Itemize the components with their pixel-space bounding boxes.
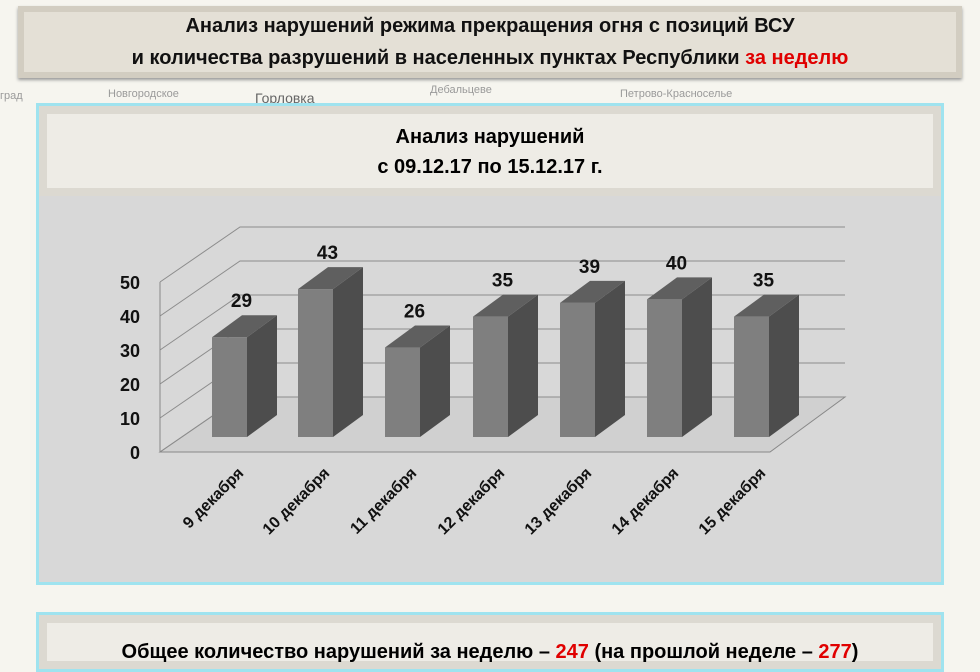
summary-prev: 277 (818, 641, 852, 663)
bar-side (682, 277, 712, 437)
data-label: 29 (231, 291, 252, 312)
data-label: 39 (579, 257, 600, 278)
bar (647, 299, 682, 437)
x-tick-label: 10 декабря (260, 465, 334, 539)
summary-box: Общее количество нарушений за неделю – 2… (36, 612, 944, 672)
chart-panel: Анализ нарушений с 09.12.17 по 15.12.17 … (36, 103, 944, 585)
bar-side (420, 325, 450, 437)
y-tick-label: 10 (120, 409, 140, 429)
summary-suffix: ) (851, 641, 859, 663)
data-label: 40 (666, 253, 687, 274)
x-tick-label: 11 декабря (347, 465, 420, 538)
map-label: Новгородское (108, 88, 179, 100)
gridline (159, 260, 845, 317)
x-tick-label: 12 декабря (435, 465, 509, 539)
bar (560, 302, 595, 437)
bar-top (385, 325, 450, 348)
bar-top (560, 280, 625, 303)
bar-top (647, 277, 712, 300)
x-tick-label: 13 декабря (522, 465, 596, 539)
bar-side (769, 294, 799, 437)
y-tick-label: 30 (120, 341, 140, 361)
data-label: 35 (753, 271, 775, 292)
data-label: 26 (404, 302, 425, 323)
bar (298, 289, 333, 437)
map-label: град (0, 90, 23, 102)
bar (734, 316, 769, 437)
summary-total: 247 (555, 641, 589, 663)
bar-side (333, 267, 363, 437)
y-tick-label: 20 (120, 375, 140, 395)
map-label: Петрово-Красноселье (620, 88, 733, 100)
bar-top (473, 294, 538, 317)
x-tick-label: 9 декабря (180, 465, 247, 532)
y-tick-label: 0 (130, 443, 140, 463)
bar-side (508, 294, 538, 437)
gridline (159, 226, 845, 283)
data-label: 43 (317, 243, 338, 264)
bar-side (595, 280, 625, 437)
gridline (159, 294, 845, 351)
map-label: Дебальцеве (430, 84, 492, 96)
summary-prev-label: (на прошлой неделе – (594, 641, 813, 663)
map-label: Горловка (255, 90, 315, 106)
x-tick-label: 15 декабря (696, 465, 770, 539)
bar (473, 316, 508, 437)
y-tick-label: 50 (120, 273, 140, 293)
bar-top (212, 315, 277, 338)
x-tick-label: 14 декабря (609, 465, 683, 539)
title-line-1: Анализ нарушений режима прекращения огня… (185, 15, 795, 37)
chart-title: Анализ нарушений (395, 126, 585, 148)
y-tick-label: 40 (120, 307, 140, 327)
title-line-2: и количества разрушений в населенных пун… (131, 47, 740, 69)
bar (385, 347, 420, 437)
title-highlight: за неделю (745, 47, 849, 69)
bar-chart: 0 10 20 30 40 50 29 9 декабря 43 10 декабря 26 11 д… (120, 226, 847, 539)
slide-title: Анализ нарушений режима прекращения огня… (18, 6, 962, 78)
data-label: 35 (492, 271, 514, 292)
summary-text: Общее количество нарушений за неделю – (121, 641, 550, 663)
chart-header: Анализ нарушений с 09.12.17 по 15.12.17 … (39, 106, 941, 196)
bar-side (247, 315, 277, 437)
bar-top (298, 267, 363, 290)
bar (212, 337, 247, 437)
chart-period: с 09.12.17 по 15.12.17 г. (377, 156, 603, 178)
bar-top (734, 294, 799, 317)
